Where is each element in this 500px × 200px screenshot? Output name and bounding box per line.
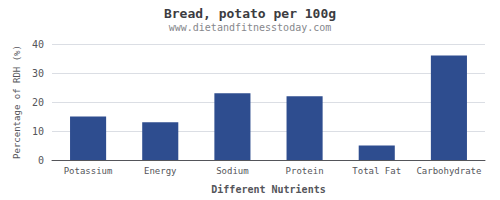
svg-text:Potassium: Potassium — [64, 166, 113, 176]
svg-text:Energy: Energy — [144, 166, 177, 176]
svg-text:40: 40 — [32, 39, 44, 50]
svg-text:Total Fat: Total Fat — [352, 166, 401, 176]
svg-text:Percentage of RDH (%): Percentage of RDH (%) — [12, 45, 22, 159]
svg-text:20: 20 — [32, 97, 44, 108]
svg-text:0: 0 — [38, 155, 44, 166]
svg-text:Carbohydrate: Carbohydrate — [416, 166, 481, 176]
svg-text:www.dietandfitnesstoday.com: www.dietandfitnesstoday.com — [169, 22, 332, 33]
svg-text:10: 10 — [32, 126, 44, 137]
svg-text:Different Nutrients: Different Nutrients — [211, 184, 325, 195]
svg-text:Protein: Protein — [286, 166, 324, 176]
svg-text:30: 30 — [32, 68, 44, 79]
svg-text:Bread, potato per 100g: Bread, potato per 100g — [164, 6, 336, 21]
svg-text:Sodium: Sodium — [216, 166, 249, 176]
